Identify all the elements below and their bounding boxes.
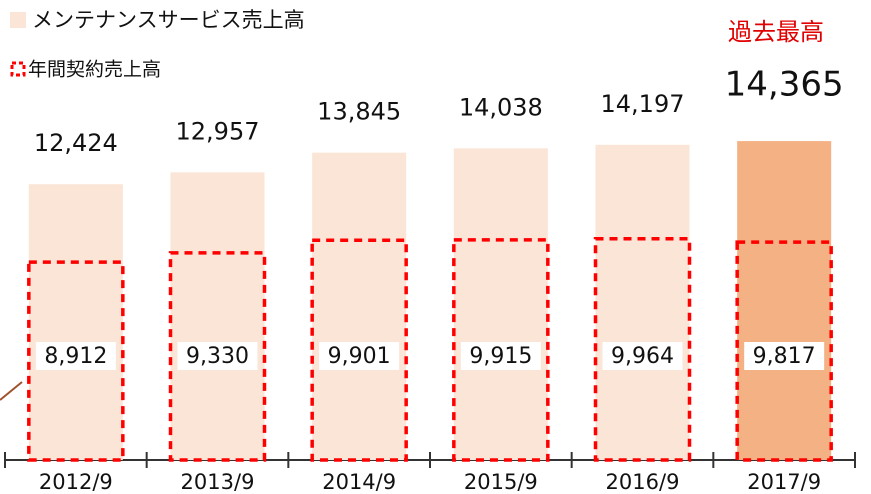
value-label: 14,197 xyxy=(601,90,685,118)
dashed-bar xyxy=(452,238,550,462)
pointer-line xyxy=(0,381,23,401)
legend-swatch xyxy=(10,12,26,28)
value-label: 9,330 xyxy=(186,344,249,369)
label-bg xyxy=(35,342,116,370)
label-bg xyxy=(602,342,683,370)
x-tick-label: 2012/9 xyxy=(39,470,113,494)
value-label: 8,912 xyxy=(44,344,107,369)
value-label: 12,957 xyxy=(176,117,260,145)
value-label: 9,817 xyxy=(753,344,816,369)
value-label: 9,901 xyxy=(328,344,391,369)
label-bg xyxy=(460,342,541,370)
bar xyxy=(595,144,690,460)
label-bg xyxy=(744,342,825,370)
bar xyxy=(170,172,265,460)
value-label: 14,038 xyxy=(459,93,543,121)
value-label: 9,915 xyxy=(469,344,532,369)
value-label: 13,845 xyxy=(317,98,401,126)
legend-label: メンテナンスサービス売上高 xyxy=(32,8,305,32)
value-label: 14,365 xyxy=(725,65,844,105)
dashed-bar xyxy=(735,240,833,462)
x-tick-label: 2017/9 xyxy=(747,470,821,494)
dashed-bar xyxy=(168,251,267,462)
bar xyxy=(312,152,407,461)
annotation: 過去最高 xyxy=(728,18,824,46)
x-tick-label: 2013/9 xyxy=(181,470,255,494)
label-bg xyxy=(319,342,400,370)
value-label: 12,424 xyxy=(34,129,118,157)
x-tick-label: 2016/9 xyxy=(606,470,680,494)
dashed-bar xyxy=(310,238,408,462)
bar xyxy=(737,141,832,461)
bar xyxy=(453,148,548,461)
dashed-bar xyxy=(593,237,692,462)
label-bg xyxy=(177,342,258,370)
legend-swatch xyxy=(10,61,26,77)
bar xyxy=(28,184,123,460)
x-tick-label: 2015/9 xyxy=(464,470,538,494)
dashed-bar xyxy=(27,260,125,462)
value-label: 9,964 xyxy=(611,344,674,369)
x-tick-label: 2014/9 xyxy=(322,470,396,494)
legend-label: 年間契約売上高 xyxy=(28,59,161,81)
